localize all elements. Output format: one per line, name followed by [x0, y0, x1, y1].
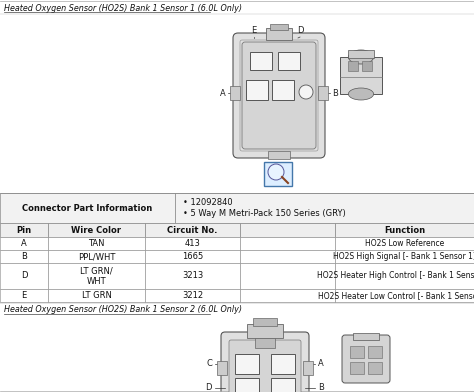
Bar	[350, 346, 364, 358]
Bar	[353, 333, 379, 340]
Bar	[303, 361, 313, 375]
Text: 413: 413	[184, 239, 201, 248]
Text: Heated Oxygen Sensor (HO2S) Bank 1 Sensor 1 (6.0L Only): Heated Oxygen Sensor (HO2S) Bank 1 Senso…	[4, 4, 242, 13]
Bar	[0, 223, 48, 237]
Text: D: D	[21, 272, 27, 281]
Text: LT GRN: LT GRN	[82, 291, 111, 300]
Bar	[247, 324, 283, 338]
Bar	[335, 237, 474, 250]
Bar	[368, 346, 382, 358]
Text: 3213: 3213	[182, 272, 203, 281]
Text: Connector Part Information: Connector Part Information	[22, 203, 152, 212]
Text: HO2S Heater Low Control [- Bank 1 Sensor 1]: HO2S Heater Low Control [- Bank 1 Sensor…	[318, 291, 474, 300]
Text: Circuit No.: Circuit No.	[167, 225, 218, 234]
Bar	[0, 289, 48, 302]
Bar	[350, 362, 364, 374]
Bar	[145, 263, 240, 289]
Text: Heated Oxygen Sensor (HO2S) Bank 1 Sensor 2 (6.0L Only): Heated Oxygen Sensor (HO2S) Bank 1 Senso…	[4, 305, 242, 314]
Text: PPL/WHT: PPL/WHT	[78, 252, 115, 261]
Circle shape	[268, 164, 284, 180]
Bar	[264, 162, 292, 186]
Bar	[253, 318, 277, 326]
Bar	[272, 80, 294, 100]
Text: D: D	[297, 26, 303, 35]
Text: C: C	[206, 359, 212, 368]
Text: E: E	[251, 26, 256, 35]
Text: D: D	[206, 383, 212, 392]
Text: A: A	[21, 239, 27, 248]
Text: B: B	[318, 383, 324, 392]
Text: • 12092840: • 12092840	[183, 198, 233, 207]
Bar	[240, 223, 335, 237]
Text: WHT: WHT	[87, 277, 106, 286]
FancyBboxPatch shape	[233, 33, 325, 158]
Bar	[271, 354, 295, 374]
Text: Wire Color: Wire Color	[72, 225, 121, 234]
Bar	[340, 57, 382, 94]
FancyBboxPatch shape	[221, 332, 309, 392]
Text: HO2S Heater High Control [- Bank 1 Sensor 1]: HO2S Heater High Control [- Bank 1 Senso…	[317, 272, 474, 281]
Bar	[335, 263, 474, 289]
Bar	[240, 289, 335, 302]
Text: 1665: 1665	[182, 252, 203, 261]
Bar	[145, 250, 240, 263]
Bar	[145, 289, 240, 302]
Bar	[217, 361, 227, 375]
Circle shape	[299, 85, 313, 99]
Bar	[348, 50, 374, 58]
Bar	[246, 80, 268, 100]
Bar	[230, 86, 240, 100]
Text: HO2S High Signal [- Bank 1 Sensor 1]: HO2S High Signal [- Bank 1 Sensor 1]	[333, 252, 474, 261]
Bar	[368, 362, 382, 374]
Bar	[271, 378, 295, 392]
FancyBboxPatch shape	[229, 340, 301, 392]
Bar	[145, 237, 240, 250]
Bar	[240, 237, 335, 250]
Bar	[266, 28, 292, 40]
Bar	[48, 237, 145, 250]
Bar	[145, 223, 240, 237]
Bar	[48, 289, 145, 302]
Bar	[362, 61, 372, 71]
FancyBboxPatch shape	[242, 42, 316, 149]
Text: Pin: Pin	[17, 225, 32, 234]
Bar	[0, 193, 175, 223]
Bar	[335, 250, 474, 263]
Bar	[255, 338, 275, 348]
Bar	[335, 289, 474, 302]
Bar	[240, 250, 335, 263]
Text: HO2S Low Reference: HO2S Low Reference	[365, 239, 444, 248]
Bar	[48, 263, 145, 289]
Bar	[270, 24, 288, 30]
Text: 3212: 3212	[182, 291, 203, 300]
Text: • 5 Way M Metri-Pack 150 Series (GRY): • 5 Way M Metri-Pack 150 Series (GRY)	[183, 209, 346, 218]
Text: A: A	[220, 89, 226, 98]
Text: A: A	[318, 359, 324, 368]
Bar	[0, 250, 48, 263]
Text: B: B	[332, 89, 338, 98]
FancyBboxPatch shape	[342, 335, 390, 383]
Bar	[235, 378, 259, 392]
Bar	[240, 263, 335, 289]
Ellipse shape	[348, 50, 374, 64]
Text: Function: Function	[384, 225, 425, 234]
Text: B: B	[21, 252, 27, 261]
Text: E: E	[21, 291, 27, 300]
Bar	[318, 86, 328, 100]
Text: LT GRN/: LT GRN/	[80, 266, 113, 275]
Text: TAN: TAN	[88, 239, 105, 248]
Bar	[268, 151, 290, 159]
Ellipse shape	[348, 88, 374, 100]
Bar	[250, 52, 272, 70]
Bar	[335, 223, 474, 237]
Bar	[278, 52, 300, 70]
Bar	[0, 263, 48, 289]
Bar	[48, 250, 145, 263]
Bar	[175, 193, 474, 223]
Bar	[235, 354, 259, 374]
Bar	[48, 223, 145, 237]
Bar	[0, 237, 48, 250]
Bar	[348, 61, 358, 71]
